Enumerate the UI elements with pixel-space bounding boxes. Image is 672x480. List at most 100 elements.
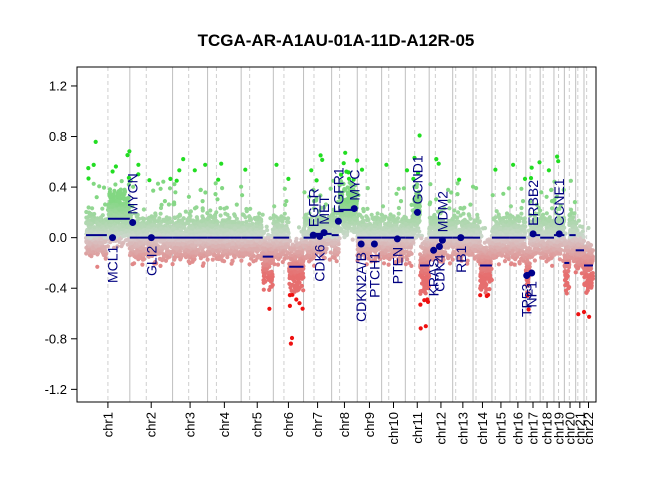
probe-point: [299, 272, 304, 277]
probe-point: [333, 249, 338, 254]
probe-point: [194, 215, 199, 220]
probe-point: [103, 256, 108, 261]
probe-point: [205, 257, 210, 262]
probe-point: [364, 246, 369, 252]
probe-point: [296, 225, 302, 230]
probe-point: [263, 267, 268, 272]
probe-point: [384, 162, 389, 167]
probe-point: [137, 223, 143, 228]
probe-point: [261, 251, 266, 256]
probe-point: [374, 215, 379, 220]
probe-point: [198, 187, 203, 192]
probe-point: [287, 251, 292, 256]
probe-point: [172, 200, 177, 205]
probe-point: [173, 215, 178, 220]
probe-point: [214, 210, 219, 215]
probe-point: [236, 220, 241, 225]
probe-point: [114, 202, 119, 208]
probe-point: [411, 214, 416, 219]
probe-point: [223, 248, 228, 253]
probe-point: [201, 261, 206, 266]
probe-point: [282, 211, 287, 216]
probe-point: [396, 186, 401, 191]
probe-point: [417, 229, 422, 234]
probe-point: [240, 193, 245, 198]
probe-point: [267, 251, 273, 256]
probe-point: [286, 220, 291, 225]
probe-point: [242, 251, 247, 256]
probe-point: [112, 188, 117, 193]
probe-point: [411, 227, 416, 232]
probe-point: [92, 225, 97, 230]
probe-point: [394, 191, 399, 196]
probe-point: [128, 178, 133, 183]
probe-point: [185, 217, 190, 222]
probe-point: [203, 190, 208, 195]
probe-point: [170, 262, 175, 267]
probe-point: [92, 211, 97, 217]
probe-point: [120, 234, 126, 239]
probe-point: [254, 246, 259, 251]
probe-point: [91, 181, 96, 186]
probe-point: [288, 341, 293, 346]
probe-point: [230, 259, 235, 264]
probe-point: [264, 263, 269, 268]
probe-point: [113, 182, 118, 187]
probe-point: [205, 211, 210, 216]
probe-point: [192, 206, 198, 211]
probe-point: [370, 216, 375, 221]
probe-point: [247, 246, 252, 252]
probe-point: [120, 207, 125, 212]
probe-point: [111, 192, 116, 197]
probe-point: [145, 253, 150, 258]
probe-point: [254, 224, 259, 229]
probe-point: [205, 216, 210, 221]
probe-point: [265, 228, 270, 233]
probe-point: [165, 250, 170, 255]
probe-point: [361, 209, 366, 214]
probe-point: [158, 226, 163, 231]
probe-point: [260, 246, 266, 251]
probe-point: [210, 239, 215, 244]
probe-point: [282, 186, 287, 191]
probe-point: [290, 282, 295, 287]
probe-point: [109, 220, 114, 225]
probe-point: [141, 207, 146, 212]
probe-point: [365, 206, 370, 211]
probe-point: [158, 211, 163, 216]
probe-point: [328, 250, 333, 255]
probe-point: [186, 259, 191, 264]
probe-point: [99, 230, 104, 236]
probe-point: [126, 182, 131, 187]
probe-point: [372, 230, 377, 235]
probe-point: [172, 182, 177, 187]
probe-point: [133, 228, 138, 233]
probe-point: [284, 244, 289, 249]
probe-point: [192, 168, 197, 173]
probe-point: [320, 157, 325, 162]
probe-point: [203, 162, 208, 167]
probe-point: [151, 188, 156, 193]
probe-point: [101, 185, 107, 190]
probe-point: [286, 176, 291, 181]
probe-point: [316, 240, 321, 245]
probe-point: [242, 227, 247, 233]
probe-point: [149, 229, 154, 234]
probe-point: [114, 219, 119, 224]
probe-point: [275, 223, 280, 228]
probe-point: [388, 223, 393, 228]
probe-point: [386, 229, 392, 234]
probe-point: [299, 276, 305, 281]
probe-point: [262, 271, 267, 277]
probe-point: [249, 231, 254, 236]
probe-point: [225, 212, 230, 217]
probe-point: [274, 162, 279, 167]
probe-point: [216, 255, 221, 260]
probe-point: [107, 211, 112, 216]
probe-point: [240, 247, 245, 252]
probe-point: [218, 213, 223, 218]
probe-point: [171, 241, 176, 247]
probe-point: [208, 229, 214, 234]
probe-point: [155, 181, 161, 186]
probe-point: [294, 297, 299, 302]
